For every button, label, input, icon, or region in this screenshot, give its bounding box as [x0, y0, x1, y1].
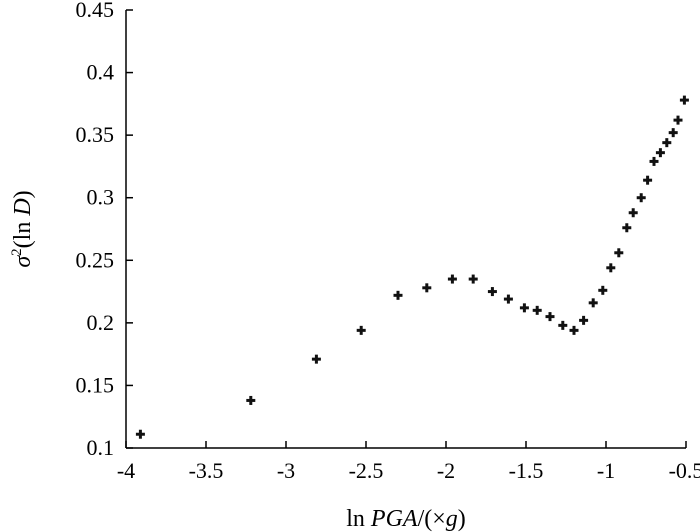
data-point — [569, 325, 579, 335]
x-tick-label: -4 — [117, 458, 135, 483]
data-point — [311, 354, 321, 364]
y-axis-title: σ2(ln D) — [9, 190, 36, 267]
data-point — [545, 312, 555, 322]
data-point — [628, 208, 638, 218]
data-point — [558, 320, 568, 330]
y-tick-label: 0.3 — [87, 185, 115, 210]
data-point — [579, 315, 589, 325]
data-point — [503, 294, 513, 304]
data-point — [135, 429, 145, 439]
data-point — [662, 138, 672, 148]
data-point — [643, 175, 653, 185]
data-point — [246, 395, 256, 405]
axes — [125, 10, 686, 449]
y-tick-label: 0.15 — [76, 372, 115, 397]
data-point — [447, 274, 457, 284]
data-point — [422, 283, 432, 293]
y-tick-label: 0.2 — [87, 310, 115, 335]
x-axis-title: ln PGA/(×g) — [346, 506, 466, 532]
y-axis-title-part-2: 2 — [9, 248, 25, 256]
data-point — [598, 285, 608, 295]
x-tick-label: -2.5 — [349, 458, 384, 483]
data-points — [135, 95, 689, 439]
data-point — [588, 298, 598, 308]
data-point — [519, 303, 529, 313]
data-point — [649, 156, 659, 166]
y-tick-label: 0.35 — [76, 122, 115, 147]
y-ticks: 0.1 0.15 0.2 0.25 0.3 0.35 0.4 0.45 — [76, 0, 133, 460]
data-point — [655, 148, 665, 158]
y-tick-label: 0.25 — [76, 247, 115, 272]
data-point — [636, 193, 646, 203]
data-point — [673, 115, 683, 125]
y-tick-label: 0.4 — [87, 60, 115, 85]
x-axis-title-part-1: ln — [346, 506, 371, 532]
data-point — [614, 248, 624, 258]
data-point — [393, 290, 403, 300]
data-point — [532, 305, 542, 315]
x-tick-label: -1.5 — [509, 458, 544, 483]
x-ticks: -4 -3.5 -3 -2.5 -2 -1.5 -1 -0.5 — [117, 441, 700, 483]
y-axis-title-part-5: ) — [10, 190, 36, 198]
data-point — [668, 128, 678, 138]
data-point — [622, 223, 632, 233]
x-axis-title-part-5: ) — [458, 506, 466, 532]
data-point — [606, 263, 616, 273]
data-point — [679, 95, 689, 105]
x-tick-label: -2 — [437, 458, 455, 483]
x-tick-label: -3 — [277, 458, 295, 483]
x-tick-label: -3.5 — [189, 458, 224, 483]
data-point — [487, 287, 497, 297]
x-axis-title-part-3: /(× — [418, 506, 446, 532]
y-axis-title-part-4: D — [10, 198, 36, 216]
y-axis-title-part-3: (ln — [10, 216, 36, 249]
y-tick-label: 0.1 — [87, 435, 115, 460]
x-axis-title-part-4: g — [446, 506, 458, 532]
y-axis-title-part-1: σ — [10, 255, 36, 268]
data-point — [356, 325, 366, 335]
y-tick-label: 0.45 — [76, 0, 115, 22]
x-axis-title-part-2: PGA — [370, 506, 418, 532]
x-tick-label: -1 — [597, 458, 615, 483]
x-tick-label: -0.5 — [669, 458, 700, 483]
data-point — [468, 274, 478, 284]
